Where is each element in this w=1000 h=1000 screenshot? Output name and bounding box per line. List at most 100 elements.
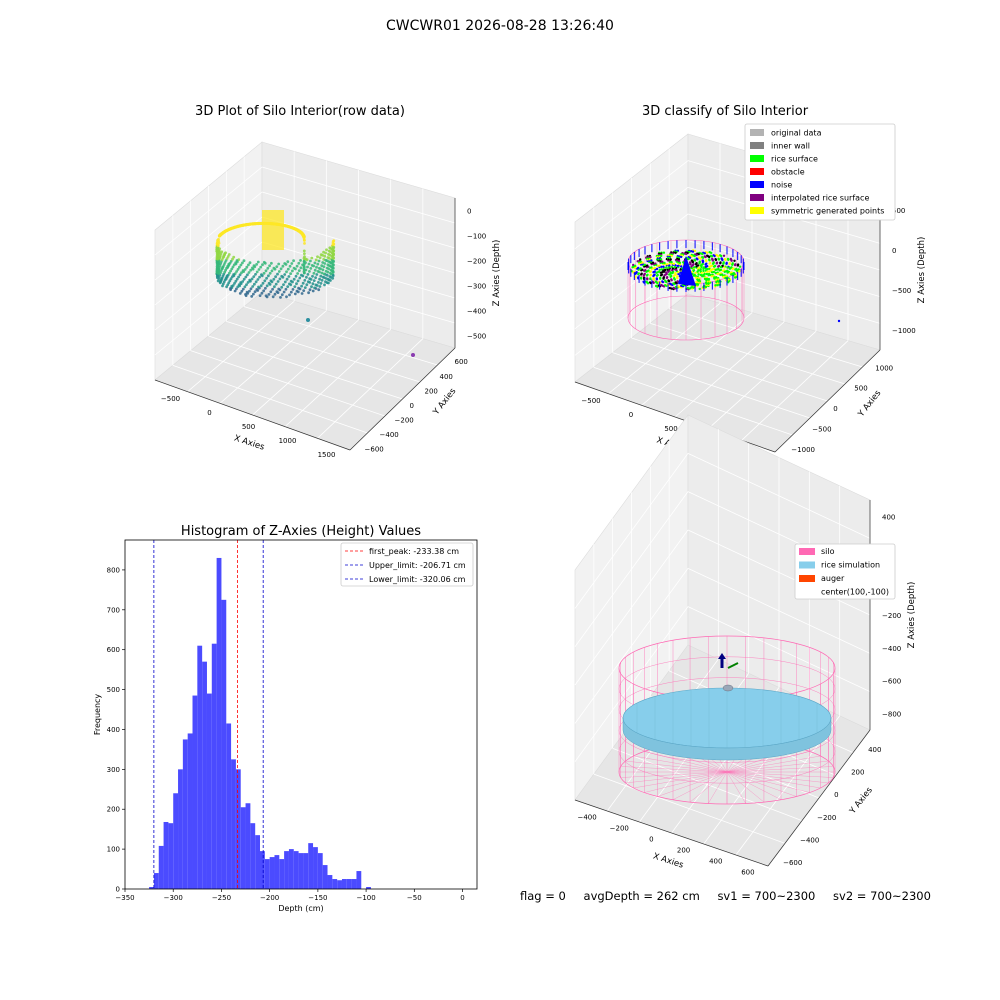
histogram-bar [202, 661, 207, 889]
p2-point [694, 271, 697, 275]
histogram-bar [197, 645, 203, 889]
p1-point [275, 265, 279, 268]
p2-x-tick-label: 0 [629, 411, 633, 419]
p2-point [703, 272, 706, 276]
p1-point [239, 263, 243, 267]
p2-point [662, 265, 665, 268]
p1-point [233, 226, 237, 229]
p2-point [668, 286, 671, 290]
p2-x-tick-label: 500 [664, 425, 677, 433]
p2-point [716, 272, 719, 276]
p1-point [302, 267, 306, 270]
p1-point [294, 227, 297, 231]
p2-point [667, 279, 670, 282]
p1-point [307, 262, 311, 266]
p1-point [248, 278, 252, 282]
p1-point [320, 278, 324, 282]
p1-y-tick-label: −400 [380, 431, 399, 439]
p2-point [669, 258, 672, 261]
histogram-bar [264, 859, 270, 889]
p1-point [314, 283, 318, 287]
p2-point [738, 265, 742, 268]
p1-point [289, 272, 292, 276]
p1-point [234, 279, 238, 283]
p2-point [695, 280, 698, 284]
p2-point [724, 276, 727, 280]
p2-point [680, 255, 683, 259]
histogram-bar [303, 853, 309, 889]
p4-x-tick-label: −200 [610, 825, 629, 833]
p2-point [697, 273, 700, 276]
p2-point [653, 270, 656, 273]
p1-point [280, 274, 284, 278]
p2-point [728, 267, 732, 270]
p4-legend-label: silo [821, 547, 835, 556]
p4-grid-left [574, 453, 689, 609]
p2-point [695, 265, 698, 268]
p1-point [316, 262, 320, 266]
p1-point [238, 273, 242, 277]
p2-point [643, 272, 646, 276]
p4-legend-label: rice simulation [821, 561, 880, 570]
p2-point [721, 258, 724, 262]
p1-point [288, 293, 291, 297]
p2-point [693, 249, 697, 253]
p1-point [250, 277, 254, 281]
p1-point [258, 275, 261, 279]
p4-silo-spoke [726, 771, 834, 778]
histogram-bar [298, 853, 304, 889]
p1-point [246, 281, 250, 284]
p1-point [272, 277, 276, 281]
p4-silo-spoke [726, 755, 821, 773]
p1-point [282, 290, 286, 294]
p2-legend-label: obstacle [771, 168, 805, 177]
p1-point [297, 229, 300, 233]
p2-point [719, 273, 722, 277]
p4-silo-spoke [633, 771, 728, 789]
p1-point [300, 284, 303, 288]
p2-legend-swatch [750, 129, 764, 136]
p1-point [261, 281, 265, 285]
p2-point [699, 268, 702, 271]
p1-point [325, 281, 329, 284]
p1-point [259, 284, 263, 288]
p1-point [248, 222, 252, 226]
p2-point [662, 276, 665, 279]
histogram-legend-label: first_peak: -233.38 cm [369, 547, 459, 556]
histogram-bar [182, 739, 188, 889]
p2-point [736, 264, 740, 267]
p4-y-tick-label: 400 [868, 746, 881, 754]
p2-point [632, 263, 635, 267]
p1-point [285, 295, 288, 299]
p2-point [723, 266, 726, 269]
sv2-readout: sv2 = 700~2300 [833, 889, 931, 903]
p2-point [699, 269, 702, 273]
histogram-y-tick-label: 0 [116, 886, 120, 894]
p1-point [271, 295, 275, 299]
p2-point [690, 265, 693, 268]
p4-z-tick-label: −400 [882, 645, 901, 653]
p1-point [245, 283, 248, 286]
p2-point [734, 276, 737, 279]
p2-point [710, 255, 714, 258]
p2-point [710, 275, 713, 278]
p1-point [243, 268, 247, 271]
p1-point [216, 244, 220, 248]
p2-point [693, 259, 697, 262]
p1-point [302, 249, 306, 253]
p2-point [651, 261, 655, 264]
p1-point [331, 248, 335, 252]
p2-point [673, 277, 676, 280]
p1-point [228, 271, 231, 275]
p2-point [660, 268, 663, 271]
p1-point [309, 259, 312, 263]
p1-point [220, 250, 224, 254]
p2-point [668, 282, 672, 285]
p2-legend-label: interpolated rice surface [771, 194, 869, 203]
p1-point [325, 273, 329, 277]
p1-point [304, 268, 308, 272]
p2-legend-label: symmetric generated points [771, 207, 884, 216]
p2-point [661, 280, 664, 283]
p1-point [254, 280, 258, 284]
p1-point [227, 281, 231, 285]
